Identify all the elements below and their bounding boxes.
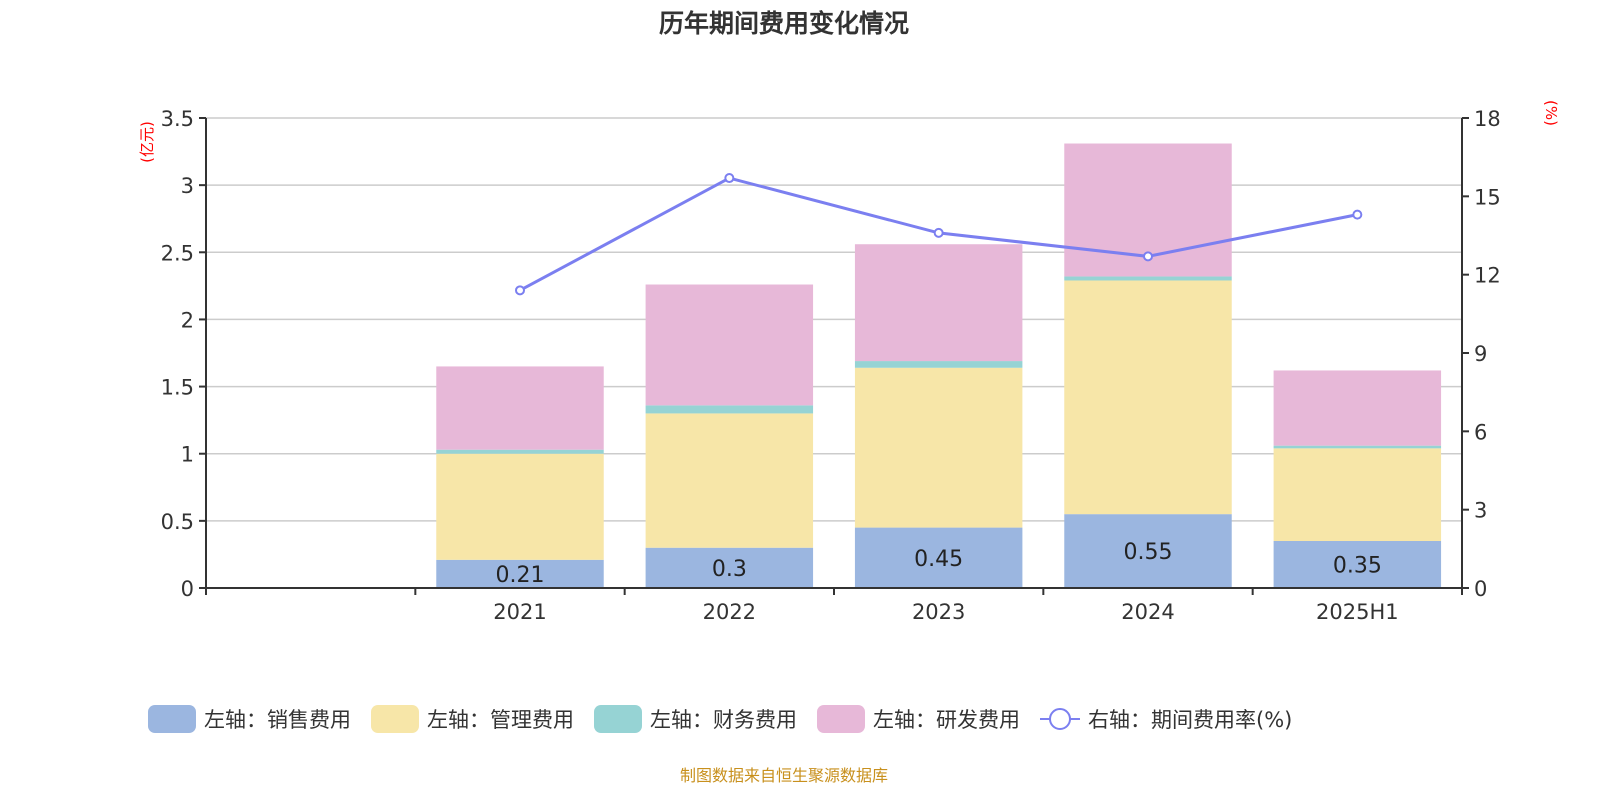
right-axis-tick-label: 6: [1474, 420, 1487, 444]
bar-segment: [1273, 541, 1442, 588]
bar-segment: [854, 244, 1023, 362]
x-axis-tick-label: 2022: [703, 600, 756, 624]
legend-swatch-sales: [148, 705, 196, 733]
bar-segment: [1064, 514, 1232, 588]
gridlines: [206, 117, 1462, 522]
bar-labels: 0.21 0.3 0.45 0.55 0.35: [496, 540, 1382, 588]
bar-data-label: 0.45: [914, 547, 963, 572]
bar-segment: [1273, 370, 1442, 446]
legend-swatch-rd: [817, 705, 865, 733]
bar-segment: [854, 527, 1023, 588]
bar-segment: [645, 284, 814, 406]
bar-segment: [1273, 448, 1442, 541]
right-axis-tick-label: 18: [1474, 107, 1501, 131]
x-axis-tick-label: 2024: [1121, 600, 1174, 624]
bar-segment: [645, 547, 814, 588]
left-axis-tick-label: 2: [181, 308, 194, 332]
legend-item-sales[interactable]: 左轴：销售费用: [148, 704, 351, 734]
legend-swatch-finance: [594, 705, 642, 733]
bar-segment: [645, 413, 814, 548]
bar-data-label: 0.55: [1124, 540, 1173, 565]
bar-segment: [436, 453, 604, 560]
bar-segment: [436, 366, 604, 450]
legend-item-admin[interactable]: 左轴：管理费用: [371, 704, 574, 734]
bar-segment: [854, 361, 1023, 368]
legend-item-finance[interactable]: 左轴：财务费用: [594, 704, 797, 734]
left-axis-tick-label: 3.5: [161, 107, 194, 131]
rate-point: [933, 227, 944, 238]
bars: [436, 143, 1442, 588]
legend: 左轴：销售费用 左轴：管理费用 左轴：财务费用 左轴：研发费用 右轴：期间费用率…: [148, 704, 1312, 734]
left-axis-tick-label: 1.5: [161, 376, 194, 400]
bar-segment: [436, 449, 604, 454]
left-axis-tick-label: 0: [181, 577, 194, 601]
legend-item-rate[interactable]: 右轴：期间费用率(%): [1040, 704, 1292, 734]
x-axis-tick-label: 2025H1: [1316, 600, 1399, 624]
axes: 0 0.5 1 1.5 2 2.5 3 3.5 0 3 6 9 12 15 18 2021 2022 2023 20…: [161, 107, 1501, 624]
legend-label-sales: 左轴：销售费用: [204, 708, 351, 732]
left-axis-tick-label: 0.5: [161, 510, 194, 534]
chart-area: 0.21 0.3 0.45 0.55 0.35 0 0.5 1 1.5 2 2.5 3 3.5 0 3 6 9…: [138, 100, 1560, 624]
bar-data-label: 0.21: [496, 563, 545, 588]
rate-line: [515, 173, 1363, 296]
rate-point: [1143, 251, 1153, 262]
right-axis-tick-label: 15: [1474, 185, 1501, 209]
bar-segment: [1064, 280, 1232, 515]
bar-segment: [1064, 276, 1232, 281]
right-axis-tick-label: 9: [1474, 342, 1487, 366]
legend-swatch-admin: [371, 705, 419, 733]
bar-segment: [645, 405, 814, 414]
left-axis-tick-label: 1: [181, 443, 194, 467]
bar-segment: [436, 559, 604, 588]
bar-data-label: 0.3: [712, 557, 747, 582]
rate-point: [515, 285, 525, 296]
rate-point: [724, 173, 735, 184]
left-axis-tick-label: 2.5: [161, 241, 194, 265]
x-axis-tick-label: 2021: [493, 600, 546, 624]
legend-label-finance: 左轴：财务费用: [650, 708, 797, 732]
right-axis-tick-label: 12: [1474, 264, 1501, 288]
bar-segment: [854, 367, 1023, 528]
right-axis-unit-label: (%): [1542, 100, 1560, 126]
x-axis-tick-label: 2023: [912, 600, 965, 624]
bar-data-label: 0.35: [1333, 554, 1382, 579]
left-axis-tick-label: 3: [181, 174, 194, 198]
left-axis-unit-label: (亿元): [138, 121, 156, 163]
legend-label-rd: 左轴：研发费用: [873, 708, 1020, 732]
right-axis-tick-label: 3: [1474, 499, 1487, 523]
chart-title: 历年期间费用变化情况: [658, 9, 909, 38]
legend-line-circle-icon: [1040, 708, 1080, 730]
legend-item-rd[interactable]: 左轴：研发费用: [817, 704, 1020, 734]
legend-label-admin: 左轴：管理费用: [427, 708, 574, 732]
right-axis-tick-label: 0: [1474, 577, 1487, 601]
bar-segment: [1273, 445, 1442, 449]
rate-point: [1352, 209, 1363, 220]
data-source-note: 制图数据来自恒生聚源数据库: [679, 766, 888, 785]
legend-label-rate: 右轴：期间费用率(%): [1088, 708, 1293, 732]
